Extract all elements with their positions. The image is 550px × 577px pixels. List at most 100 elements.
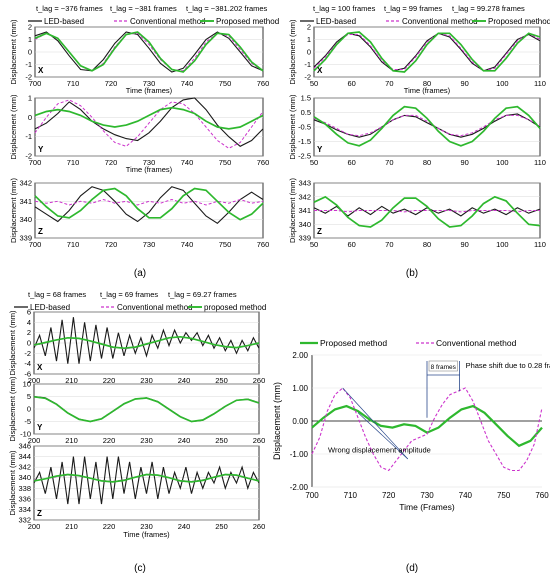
y-axis-title: Displacement (mm) [8, 310, 17, 376]
series-line-conventional-method [33, 474, 260, 482]
x-tick-label: 110 [534, 158, 546, 167]
x-tick-label: 740 [181, 240, 194, 249]
x-tick-label: 720 [105, 79, 118, 88]
x-tick-label: 740 [459, 491, 473, 500]
panel-label-b: (b) [406, 268, 418, 279]
y-tick-label: 338 [18, 484, 31, 493]
subplot-z: 339 340 341 342 343 50 60 70 80 90 100 110 Z Displace… [288, 177, 546, 249]
x-tick-label: 230 [140, 376, 153, 385]
series-line-conventional-method [311, 387, 543, 472]
x-tick-label: 50 [310, 79, 318, 88]
panel-label-d: (d) [406, 563, 418, 574]
axis-letter-label: Z [38, 227, 43, 236]
legend-label: LED-based [30, 303, 70, 312]
annotation-box [428, 360, 458, 372]
x-tick-label: 760 [257, 158, 270, 167]
x-tick-label: 740 [181, 158, 194, 167]
x-tick-label: 90 [460, 79, 468, 88]
y-tick-label: 1.00 [292, 384, 308, 393]
plot-frame [33, 445, 260, 521]
x-tick-label: 60 [347, 79, 355, 88]
x-tick-label: 50 [310, 158, 318, 167]
y-axis-title: Displacement (mm) [288, 177, 297, 243]
y-tick-label: -0.5 [298, 123, 311, 132]
lag-text-proposed: t_lag = 69.27 frames [168, 290, 237, 299]
y-tick-label: 2 [28, 23, 32, 32]
chart-d: Proposed method Conventional method -2.00 -… [272, 338, 550, 512]
x-tick-label: 90 [460, 158, 468, 167]
x-tick-label: 110 [534, 240, 546, 249]
x-tick-label: 720 [105, 158, 118, 167]
y-tick-label: 336 [18, 494, 31, 503]
series-line-led-based [33, 317, 260, 364]
x-tick-label: 220 [103, 522, 116, 531]
lag-text-proposed: t_lag = −381.202 frames [186, 4, 268, 13]
series-line-led-based [34, 186, 264, 224]
y-tick-label: 341 [298, 206, 311, 215]
x-tick-label: 230 [140, 522, 153, 531]
legend-label: Conventional method [130, 17, 206, 26]
x-tick-label: 250 [215, 522, 228, 531]
legend-label: proposed method [204, 303, 266, 312]
y-tick-label: 10 [23, 380, 31, 389]
legend-label: Conventional method [402, 17, 478, 26]
x-tick-label: 70 [385, 240, 393, 249]
wrong-amplitude-note: Wrong displacement amplitude [328, 445, 431, 454]
y-tick-label: -2 [304, 73, 311, 82]
series-line-proposed-method [33, 335, 260, 350]
x-tick-label: 90 [460, 240, 468, 249]
y-axis-title: Displacement (mm) [8, 450, 17, 516]
x-tick-label: 260 [253, 436, 266, 445]
x-tick-label: 730 [143, 240, 156, 249]
y-tick-label: 0 [28, 48, 32, 57]
series-line-led-based [34, 31, 264, 73]
y-tick-label: -1 [25, 60, 32, 69]
x-tick-label: 70 [385, 158, 393, 167]
legend-label: Proposed method [488, 17, 550, 26]
legend-label: Proposed method [320, 338, 387, 348]
subplot-y: -2 -1 0 1 700 710 720 730 740 750 760 Y Time (frames… [9, 94, 269, 175]
y-tick-label: -1 [25, 132, 32, 141]
subplot-x: -2 -1 0 1 2 700 710 720 730 740 750 760 X Time (frame… [9, 19, 269, 95]
x-axis-title: Time (frames) [126, 86, 173, 95]
y-tick-label: 0 [28, 113, 32, 122]
x-tick-label: 260 [253, 522, 266, 531]
x-tick-label: 760 [535, 491, 549, 500]
y-tick-label: 340 [18, 473, 31, 482]
y-tick-label: -2.5 [298, 152, 311, 161]
series-line-led-based [33, 456, 260, 505]
y-axis-title: Displacement (mm) [9, 19, 18, 85]
axis-letter-label: Z [37, 509, 42, 518]
x-tick-label: 220 [103, 436, 116, 445]
x-tick-label: 740 [181, 79, 194, 88]
x-tick-label: 250 [215, 436, 228, 445]
y-tick-label: -2.00 [290, 483, 309, 492]
series-line-proposed-method [313, 31, 541, 73]
y-tick-label: 340 [19, 215, 32, 224]
x-tick-label: 700 [29, 240, 42, 249]
axis-letter-label: Z [317, 227, 322, 236]
series-line-led-based [34, 97, 264, 147]
x-tick-label: 240 [178, 522, 191, 531]
x-tick-label: 750 [497, 491, 511, 500]
y-axis-title: Displacement (mm) [272, 382, 282, 460]
series-line-proposed-method [34, 106, 264, 130]
y-tick-label: -5 [24, 417, 31, 426]
y-tick-label: 5 [27, 392, 31, 401]
legend-label: LED-based [44, 17, 84, 26]
y-tick-label: 1.5 [301, 94, 311, 103]
series-line-proposed-method [313, 105, 541, 147]
y-tick-label: 0 [27, 339, 31, 348]
axis-letter-label: Y [317, 145, 323, 154]
lag-text-led: t_lag = 68 frames [28, 290, 86, 299]
y-tick-label: -4 [24, 359, 31, 368]
axis-letter-label: X [38, 66, 44, 75]
x-tick-label: 710 [67, 158, 80, 167]
x-tick-label: 220 [103, 376, 116, 385]
y-tick-label: -1 [304, 60, 311, 69]
x-tick-label: 760 [257, 79, 270, 88]
phase-frames-label: 8 frames [431, 364, 457, 371]
y-tick-label: -2 [25, 73, 32, 82]
